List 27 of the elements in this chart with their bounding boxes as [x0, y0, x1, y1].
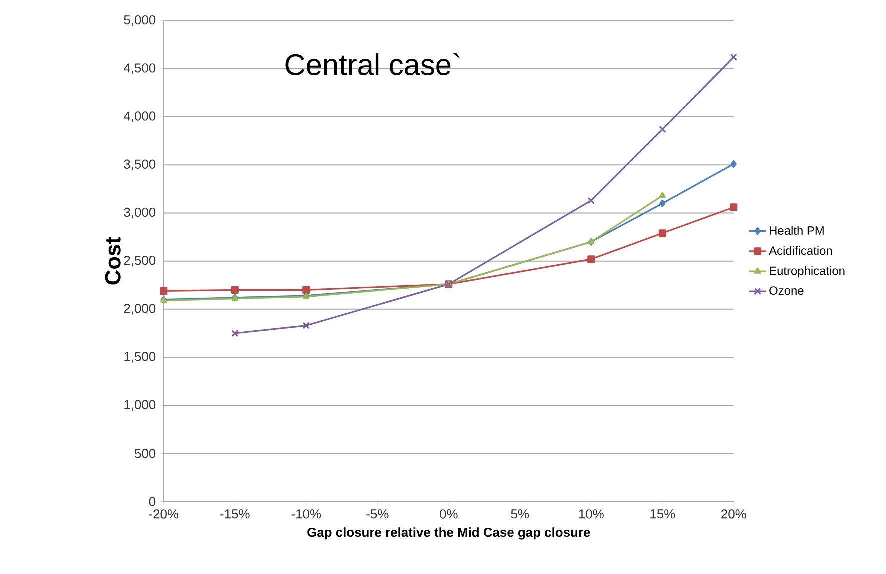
x-tick-label: -15%: [220, 510, 250, 519]
x-axis-title: Gap closure relative the Mid Case gap closure: [308, 528, 590, 540]
text: Central case`: [286, 53, 460, 76]
x-tick-label: 20%: [722, 510, 746, 519]
y-axis-title: Cost: [105, 237, 121, 285]
y-tick-label: 2,000: [124, 304, 156, 315]
y-tick-label: 2,500: [124, 256, 156, 267]
x-tick-label: 15%: [650, 510, 676, 519]
x-tick-label: 0%: [440, 510, 458, 519]
x-tick-label: -5%: [366, 510, 389, 519]
y-tick-label: 3,000: [124, 208, 156, 219]
legend-label: Eutrophication: [770, 266, 845, 278]
y-tick-label: 3,500: [124, 160, 156, 170]
y-tick-label: 4,000: [124, 112, 156, 122]
y-tick-label: 4,500: [124, 64, 156, 74]
x-tick-label: -20%: [149, 510, 179, 519]
y-tick-label: 500: [135, 449, 156, 458]
x-tick-label: -10%: [292, 510, 322, 519]
x-tick-label: 5%: [511, 510, 530, 519]
legend-label: Health PM: [770, 226, 824, 236]
legend-label: Ozone: [770, 286, 804, 296]
y-tick-label: 1,500: [124, 352, 156, 363]
legend-label: Acidification: [769, 246, 832, 256]
y-tick-label: 1,000: [124, 400, 156, 411]
y-tick-label: 5,000: [124, 15, 156, 26]
x-tick-label: 10%: [579, 510, 604, 519]
y-tick-label: 0: [149, 497, 156, 506]
